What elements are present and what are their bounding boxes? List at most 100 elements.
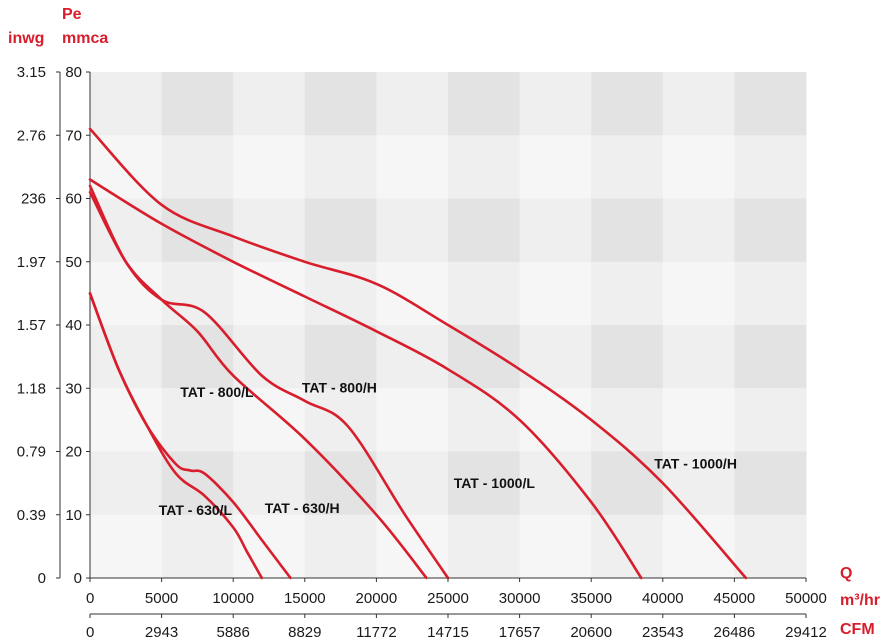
grid-cell — [519, 261, 592, 326]
grid-cell — [734, 135, 807, 199]
y-unit-inwg: inwg — [8, 30, 44, 47]
x-tick-cfm: 5886 — [217, 624, 250, 641]
label-tat-1000-h: TAT - 1000/H — [654, 456, 737, 472]
grid-cell — [161, 72, 234, 136]
grid-cell — [90, 198, 163, 263]
grid-cell — [304, 514, 377, 579]
y-tick-mmca: 20 — [65, 444, 82, 461]
grid-cell — [304, 325, 377, 389]
grid-cell — [519, 72, 592, 136]
grid-cell — [662, 388, 735, 452]
x-tick-m3hr: 10000 — [212, 590, 254, 607]
label-tat-800-l: TAT - 800/L — [180, 384, 254, 400]
grid-cell — [734, 325, 807, 389]
curve-labels: TAT - 630/L TAT - 630/H TAT - 800/L TAT - 8… — [159, 380, 737, 518]
y-tick-mmca: 0 — [74, 570, 82, 587]
grid-cell — [591, 72, 664, 136]
y-tick-inwg: 236 — [21, 191, 46, 208]
grid-cell — [161, 325, 234, 389]
grid-cell — [734, 261, 807, 326]
curve-tat-630-h — [88, 292, 292, 580]
grid-cell — [90, 388, 163, 452]
y-tick-mmca: 70 — [65, 127, 82, 144]
grid-cell — [376, 451, 449, 516]
y-tick-mmca: 60 — [65, 191, 82, 208]
x-tick-m3hr: 35000 — [570, 590, 612, 607]
y-tick-mmca: 50 — [65, 254, 82, 271]
grid-cell — [90, 72, 163, 136]
grid-cell — [448, 451, 521, 516]
grid-cell — [519, 135, 592, 199]
grid-cell — [662, 325, 735, 389]
label-tat-630-l: TAT - 630/L — [159, 502, 233, 518]
y-tick-mmca: 10 — [65, 507, 82, 524]
grid-cell — [161, 135, 234, 199]
grid-cell — [304, 72, 377, 136]
grid-cell — [662, 72, 735, 136]
grid-cell — [734, 72, 807, 136]
grid-cell — [233, 72, 306, 136]
x-tick-cfm: 20600 — [570, 624, 612, 641]
grid-cell — [448, 72, 521, 136]
grid-cell — [734, 451, 807, 516]
x-tick-cfm: 17657 — [499, 624, 541, 641]
grid-cell — [90, 514, 163, 579]
x-tick-m3hr: 0 — [86, 590, 94, 607]
y-tick-inwg: 3.15 — [17, 64, 46, 81]
grid-cell — [519, 388, 592, 452]
grid-cell — [519, 198, 592, 263]
grid-cell — [519, 451, 592, 516]
grid-cell — [448, 135, 521, 199]
grid-cell — [376, 198, 449, 263]
x-tick-cfm: 0 — [86, 624, 94, 641]
curve-tat-1000-l — [88, 178, 643, 580]
grid-cell — [90, 261, 163, 326]
y-tick-mmca: 80 — [65, 64, 82, 81]
grid-cell — [161, 514, 234, 579]
x-tick-cfm: 8829 — [288, 624, 321, 641]
grid-cell — [304, 451, 377, 516]
y-tick-mmca: 40 — [65, 317, 82, 334]
grid-cell — [376, 261, 449, 326]
y-tick-inwg: 1.57 — [17, 317, 46, 334]
x-tick-cfm: 2943 — [145, 624, 178, 641]
x-tick-m3hr: 15000 — [284, 590, 326, 607]
y-tick-inwg: 0.39 — [17, 507, 46, 524]
grid-cell — [233, 135, 306, 199]
grid-cell — [376, 325, 449, 389]
grid-cell — [591, 514, 664, 579]
grid-cell — [734, 388, 807, 452]
grid-cell — [591, 451, 664, 516]
y-tick-inwg: 1.18 — [17, 380, 46, 397]
grid-cell — [662, 198, 735, 263]
y-tick-inwg: 1.97 — [17, 254, 46, 271]
plot-grid — [90, 72, 807, 579]
x-unit-cfm: CFM — [840, 621, 875, 638]
label-tat-1000-l: TAT - 1000/L — [454, 475, 536, 491]
x-tick-cfm: 23543 — [642, 624, 684, 641]
grid-cell — [662, 514, 735, 579]
y-tick-mmca: 30 — [65, 380, 82, 397]
grid-cell — [304, 198, 377, 263]
grid-cell — [591, 198, 664, 263]
grid-cell — [233, 198, 306, 263]
grid-cell — [662, 261, 735, 326]
curves — [88, 127, 748, 580]
x-tick-m3hr: 40000 — [642, 590, 684, 607]
grid-cell — [448, 514, 521, 579]
grid-cell — [304, 135, 377, 199]
x-tick-cfm: 11772 — [356, 624, 397, 641]
x-tick-cfm: 14715 — [427, 624, 469, 641]
grid-cell — [233, 451, 306, 516]
grid-cell — [233, 388, 306, 452]
grid-cell — [734, 198, 807, 263]
grid-cell — [90, 451, 163, 516]
x-tick-m3hr: 5000 — [145, 590, 178, 607]
grid-cell — [448, 388, 521, 452]
grid-cell — [376, 72, 449, 136]
y-tick-inwg: 2.76 — [17, 127, 46, 144]
grid-cell — [591, 261, 664, 326]
grid-cell — [662, 451, 735, 516]
curve-tat-1000-h — [88, 127, 748, 580]
